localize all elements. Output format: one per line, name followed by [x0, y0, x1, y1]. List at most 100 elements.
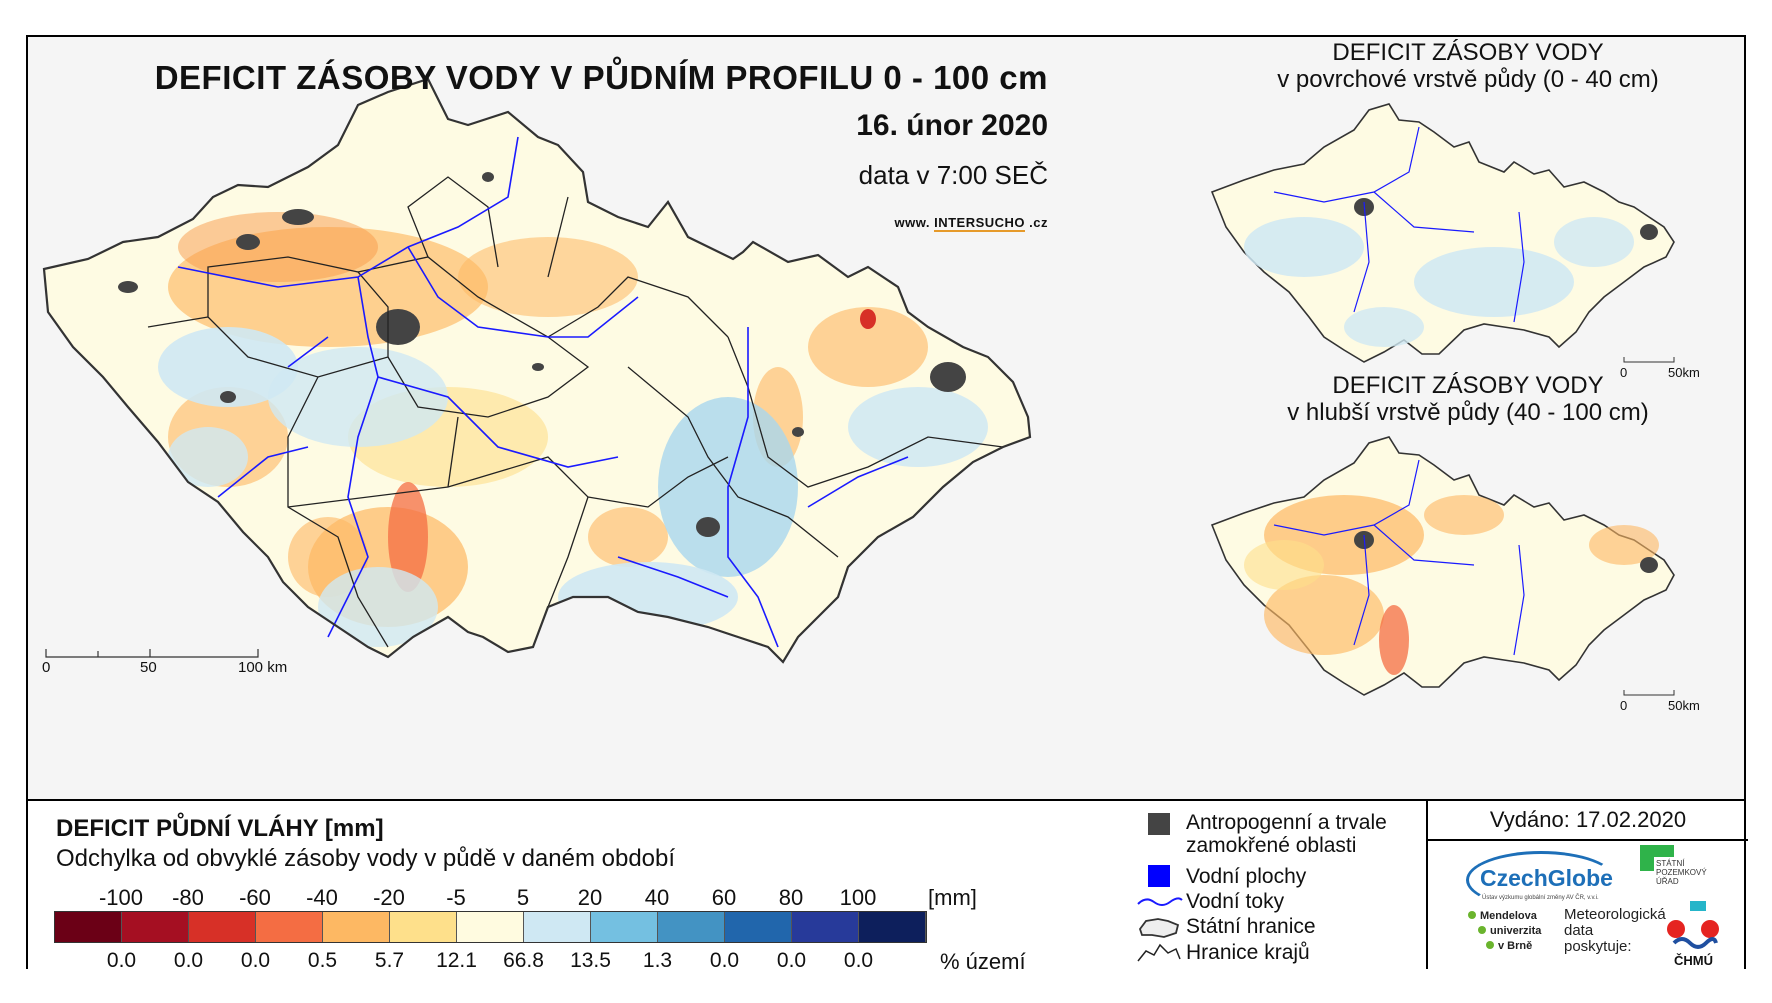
legend-percentage-value: 0.0 [173, 949, 204, 972]
state-border-icon [1138, 918, 1180, 938]
legend-tick-label: -5 [446, 885, 466, 910]
legend-item-label: Vodní toky [1186, 890, 1285, 913]
legend-area: DEFICIT PŮDNÍ VLÁHY [mm] Odchylka od obv… [28, 799, 1748, 974]
mendel-logo: Mendelova univerzita v Brně [1468, 909, 1558, 969]
legend-percentage-value: 12.1 [436, 949, 477, 972]
legend-color-swatch [390, 912, 457, 942]
small-map-2-scale-0: 0 [1620, 698, 1628, 713]
legend-color-swatch [122, 912, 189, 942]
legend-tick-label: 5 [516, 885, 530, 910]
legend-subtitle: Odchylka od obvyklé zásoby vody v půdě v… [56, 845, 676, 872]
small-map-2-title-line2: v hlubší vrstvě půdy (40 - 100 cm) [1287, 399, 1649, 426]
legend-tick-label: -100 [98, 885, 144, 910]
legend-percentage-value: 0.0 [776, 949, 807, 972]
map-date: 16. únor 2020 [856, 109, 1048, 142]
web-prefix: www. [894, 215, 930, 230]
legend-item-anthropogenic: Antropogenní a trvale zamokřené oblasti [1136, 811, 1387, 857]
river-line-icon [1137, 897, 1183, 906]
legend-color-swatch [792, 912, 859, 942]
small-map-1-scale-50: 50km [1668, 365, 1700, 380]
legend-item-region-border: Hranice krajů [1136, 941, 1310, 967]
legend-color-swatch [323, 912, 390, 942]
web-suffix: .cz [1029, 215, 1048, 230]
legend-item-label: Státní hranice [1186, 915, 1316, 938]
small-map-1-title: DEFICIT ZÁSOBY VODY v povrchové vrstvě p… [1208, 39, 1728, 93]
legend-percentage-value: 0.0 [843, 949, 874, 972]
legend-tick-label: -80 [172, 885, 204, 910]
main-scalebar [45, 649, 259, 658]
small-map-2-scale-50: 50km [1668, 698, 1700, 713]
legend-tick-label: -60 [239, 885, 271, 910]
legend-item-label: Hranice krajů [1186, 941, 1310, 964]
legend-tick-label: 20 [577, 885, 603, 910]
issued-date: Vydáno: 17.02.2020 [1428, 801, 1748, 841]
legend-unit-mm: [mm] [928, 885, 977, 910]
main-map [42, 77, 1032, 664]
legend-item-label: zamokřené oblasti [1186, 834, 1357, 857]
czechglobe-name: CzechGlobe [1480, 865, 1613, 891]
mendel-line3: v Brně [1498, 940, 1533, 952]
czechglobe-logo: CzechGlobe Ústav výzkumu globální změny … [1466, 851, 1616, 911]
legend-color-swatch [55, 912, 122, 942]
small-map-2-title-line1: DEFICIT ZÁSOBY VODY [1332, 372, 1604, 399]
region-border-icon [1137, 943, 1181, 962]
small-map-2-title: DEFICIT ZÁSOBY VODY v hlubší vrstvě půdy… [1208, 372, 1728, 426]
legend-item-state-border: Státní hranice [1136, 915, 1316, 941]
legend-percentage-value: 0.0 [240, 949, 271, 972]
mendel-line2: univerzita [1490, 925, 1542, 937]
legend-tick-label: 80 [778, 885, 804, 910]
legend-unit-pct: % území [940, 949, 1026, 974]
meteo-line3: poskytuje: [1564, 938, 1632, 955]
small-map-1-scale-0: 0 [1620, 365, 1628, 380]
czechglobe-subtitle: Ústav výzkumu globální změny AV ČR, v.v.… [1482, 895, 1599, 901]
chmu-name: ČHMÚ [1674, 953, 1713, 968]
chmu-logo: ČHMÚ [1664, 897, 1724, 968]
legend-percentage-value: 13.5 [570, 949, 611, 972]
legend-tick-label: 100 [839, 885, 877, 910]
legend-tick-label: 60 [711, 885, 737, 910]
web-brand: INTERSUCHO [934, 215, 1026, 232]
legend-tick-label: 40 [644, 885, 670, 910]
mendel-line1: Mendelova [1480, 910, 1537, 922]
map-title: DEFICIT ZÁSOBY VODY V PŮDNÍM PROFILU 0 -… [154, 59, 1048, 96]
meteo-line1: Meteorologická [1564, 906, 1666, 923]
map-frame: 0 50 100 km DEFICIT ZÁSOBY VODY V PŮDNÍM… [26, 35, 1748, 974]
spu-name: STÁTNÍ POZEMKOVÝ ÚŘAD [1656, 859, 1707, 886]
data-time: data v 7:00 SEČ [858, 160, 1048, 190]
legend-item-water-bodies: Vodní plochy [1136, 865, 1306, 891]
legend-item-label: Vodní plochy [1186, 865, 1307, 888]
legend-tick-label: -40 [306, 885, 338, 910]
scalebar-label-50: 50 [140, 659, 157, 676]
legend-percentage-value: 1.3 [642, 949, 673, 972]
legend-color-swatch [189, 912, 256, 942]
legend-color-swatch [658, 912, 725, 942]
state-border [42, 77, 1032, 664]
legend-title: DEFICIT PŮDNÍ VLÁHY [mm] [56, 815, 384, 842]
legend-tick-label: -20 [373, 885, 405, 910]
scalebar-label-100: 100 km [238, 659, 288, 676]
legend-percentage-value: 0.0 [106, 949, 137, 972]
legend-item-label: Antropogenní a trvale [1186, 811, 1387, 834]
legend-color-swatch [859, 912, 926, 942]
legend-colorbar [54, 911, 927, 943]
legend-percentage-value: 5.7 [374, 949, 405, 972]
small-map-1-title-line1: DEFICIT ZÁSOBY VODY [1332, 39, 1604, 66]
legend-percentage-value: 66.8 [503, 949, 544, 972]
chmu-emblem-icon [1667, 901, 1719, 949]
map-area: 0 50 100 km DEFICIT ZÁSOBY VODY V PŮDNÍM… [28, 37, 1744, 799]
web-link[interactable]: www. INTERSUCHO .cz [808, 215, 1048, 232]
urban-areas [118, 172, 966, 537]
legend-color-swatch [457, 912, 524, 942]
legend-color-swatch [725, 912, 792, 942]
rivers [177, 136, 909, 648]
legend-color-swatch [524, 912, 591, 942]
legend-percentage-value: 0.0 [709, 949, 740, 972]
scalebar-label-0: 0 [42, 659, 51, 676]
issued-box: Vydáno: 17.02.2020 CzechGlobe Ústav výzk… [1426, 801, 1748, 969]
small-map-deep [1210, 436, 1675, 696]
spu-logo: STÁTNÍ POZEMKOVÝ ÚŘAD [1640, 845, 1707, 900]
czechglobe-ring-icon [1466, 851, 1616, 909]
legend-percentage-value: 0.5 [307, 949, 338, 972]
meteo-data-credit: Meteorologická data poskytuje: [1564, 907, 1666, 955]
small-map-surface [1210, 103, 1675, 363]
